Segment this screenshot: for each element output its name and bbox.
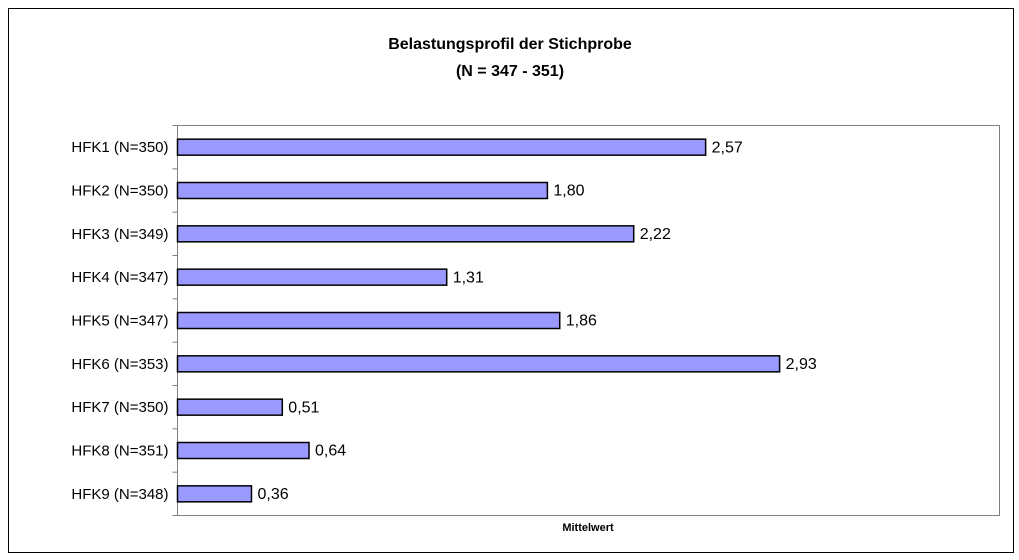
value-label: 2,93 bbox=[786, 356, 817, 373]
value-label: 0,51 bbox=[288, 399, 319, 416]
bar bbox=[176, 441, 310, 460]
value-label: 2,57 bbox=[712, 139, 743, 156]
y-tick-label: HFK4 (N=347) bbox=[71, 269, 168, 286]
bar bbox=[176, 181, 549, 200]
y-tick-label: HFK6 (N=353) bbox=[71, 356, 168, 373]
bar bbox=[176, 225, 635, 243]
bar bbox=[176, 355, 781, 373]
y-tick-label: HFK8 (N=351) bbox=[71, 442, 168, 459]
chart-subtitle: (N = 347 - 351) bbox=[456, 63, 564, 80]
y-tick-label: HFK5 (N=347) bbox=[71, 312, 168, 329]
bar bbox=[176, 138, 707, 156]
value-label: 2,22 bbox=[640, 226, 671, 243]
y-tick-label: HFK9 (N=348) bbox=[71, 486, 168, 503]
bar bbox=[176, 485, 253, 503]
x-axis-label: Mittelwert bbox=[562, 522, 614, 534]
value-label: 1,80 bbox=[553, 183, 584, 200]
y-tick-label: HFK7 (N=350) bbox=[71, 399, 168, 416]
y-tick-label: HFK1 (N=350) bbox=[71, 139, 168, 156]
chart-title: Belastungsprofil der Stichprobe bbox=[388, 36, 632, 53]
y-tick-label: HFK3 (N=349) bbox=[71, 226, 168, 243]
value-label: 1,31 bbox=[453, 269, 484, 286]
value-label: 0,36 bbox=[257, 486, 288, 503]
value-label: 0,64 bbox=[315, 443, 346, 460]
bar bbox=[176, 398, 284, 416]
value-label: 1,86 bbox=[566, 313, 597, 330]
bar bbox=[176, 268, 448, 286]
bar bbox=[176, 311, 561, 330]
y-tick-label: HFK2 (N=350) bbox=[71, 182, 168, 199]
